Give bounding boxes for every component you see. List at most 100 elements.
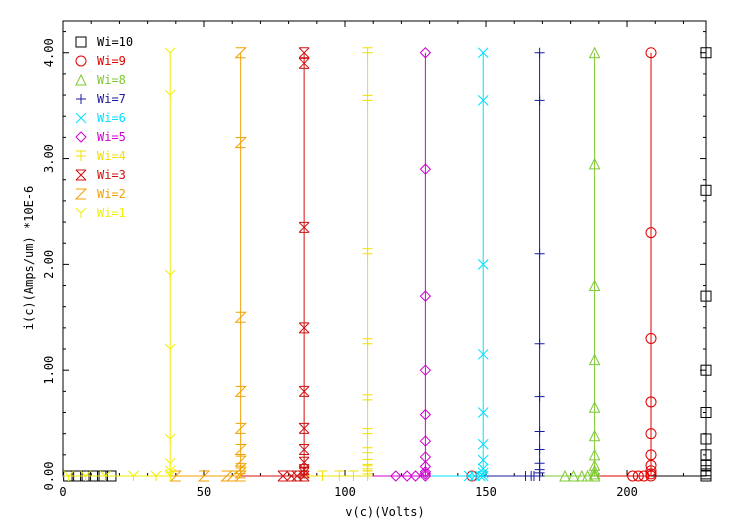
data-point — [477, 454, 489, 466]
data-point — [477, 470, 489, 482]
data-point — [588, 353, 601, 366]
x-axis-label: v(c)(Volts) — [345, 505, 424, 519]
data-point — [298, 470, 310, 482]
data-point — [475, 470, 486, 482]
data-point — [581, 469, 594, 482]
data-point — [534, 391, 545, 402]
data-point — [638, 470, 650, 482]
legend-item: Wi=2 — [74, 187, 126, 201]
data-point — [80, 470, 91, 481]
data-point — [588, 464, 601, 477]
y-tick-label: 2.00 — [42, 250, 56, 279]
data-point — [700, 433, 712, 445]
data-point — [477, 438, 489, 450]
data-point — [75, 169, 87, 181]
data-point — [164, 343, 176, 355]
data-point — [700, 407, 712, 419]
data-point — [645, 227, 657, 239]
data-point — [298, 221, 310, 233]
data-point — [419, 364, 432, 376]
data-point — [419, 470, 432, 482]
series-wi-1 — [63, 47, 176, 481]
data-point — [469, 470, 481, 482]
data-point — [409, 470, 422, 482]
data-point — [419, 435, 432, 447]
y-axis-label: i(c)(Amps/um) *10E-6 — [22, 186, 36, 331]
data-point — [234, 137, 247, 149]
x-axis-ticks: 0 50 100 150 200 — [59, 21, 684, 499]
data-point — [588, 157, 601, 170]
data-point — [477, 95, 489, 106]
data-point — [298, 385, 310, 397]
series-wi-4 — [63, 47, 373, 481]
y-tick-label: 3.00 — [42, 144, 56, 173]
data-point — [298, 467, 310, 479]
data-point — [298, 464, 310, 476]
data-point — [700, 184, 712, 196]
y-tick-label: 1.00 — [42, 356, 56, 385]
data-point — [234, 467, 247, 479]
legend-item: Wi=7 — [76, 92, 126, 106]
data-point — [588, 46, 601, 59]
data-point — [286, 470, 297, 482]
data-point — [75, 207, 87, 218]
x-tick-label: 0 — [59, 485, 66, 499]
data-point — [234, 463, 247, 475]
data-point — [588, 279, 601, 292]
data-point — [128, 470, 139, 481]
legend-label: Wi=10 — [97, 35, 133, 49]
y-tick-label: 4.00 — [42, 38, 56, 67]
data-point — [362, 470, 373, 481]
data-point — [632, 470, 644, 482]
data-point — [75, 112, 87, 124]
data-point — [234, 470, 247, 482]
data-point — [164, 89, 176, 101]
data-point — [197, 470, 211, 482]
data-point — [164, 269, 176, 280]
legend-label: Wi=9 — [97, 54, 126, 68]
data-point — [76, 150, 86, 161]
x-tick-label: 100 — [334, 485, 356, 499]
data-point — [234, 455, 247, 467]
data-point — [559, 469, 571, 482]
data-point — [534, 338, 545, 349]
series-wi-2 — [63, 47, 247, 482]
data-point — [362, 338, 373, 349]
data-point — [348, 470, 359, 481]
data-point — [645, 449, 657, 461]
data-point — [74, 188, 88, 200]
data-point — [362, 394, 373, 405]
data-point — [528, 471, 539, 481]
data-point — [334, 470, 345, 481]
series-wi-10 — [63, 47, 712, 482]
data-point — [645, 47, 657, 59]
data-point — [419, 290, 432, 302]
data-point — [477, 463, 489, 474]
data-point — [298, 57, 310, 69]
legend-label: Wi=8 — [97, 73, 126, 87]
legend-item: Wi=5 — [75, 130, 126, 144]
x-tick-label: 150 — [475, 485, 497, 499]
data-point — [534, 426, 545, 437]
data-point — [164, 457, 176, 469]
data-point — [298, 422, 310, 434]
data-point — [534, 95, 545, 106]
data-point — [700, 470, 712, 482]
data-point — [627, 470, 639, 482]
series-wi-8 — [63, 46, 601, 482]
data-point — [164, 47, 176, 58]
data-point — [588, 467, 601, 480]
data-point — [75, 131, 87, 143]
data-point — [234, 422, 247, 434]
data-point — [63, 470, 74, 481]
data-point — [234, 47, 247, 59]
plot-border — [62, 20, 707, 477]
data-point — [700, 364, 712, 376]
data-point — [419, 408, 432, 421]
data-point — [298, 444, 310, 456]
legend-label: Wi=5 — [97, 130, 126, 144]
data-point — [419, 468, 432, 480]
plot-frame — [62, 20, 707, 477]
x-tick-label: 200 — [616, 485, 638, 499]
